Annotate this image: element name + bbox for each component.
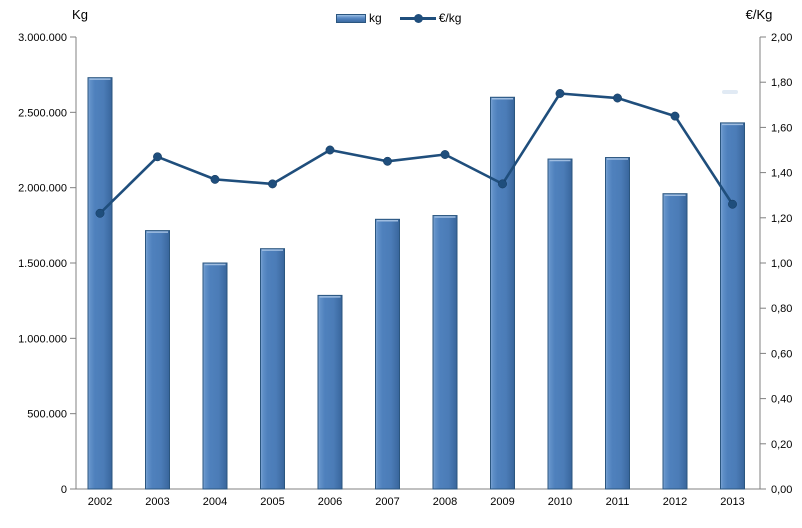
- right-axis-tick-label: 1,20: [771, 213, 792, 225]
- bar-2005: [260, 248, 285, 490]
- legend: kg €/kg: [336, 11, 461, 25]
- bar-2011: [605, 157, 630, 490]
- legend-label-kg: kg: [369, 11, 382, 25]
- right-axis-tick-label: 1,00: [771, 258, 792, 270]
- right-axis-title: €/Kg: [745, 7, 773, 22]
- right-axis-tick-label: 0,40: [771, 394, 792, 406]
- left-axis-tick-label: 0: [61, 484, 67, 496]
- line-point-2007: [383, 156, 392, 166]
- left-axis-tick-label: 1.000.000: [18, 333, 67, 345]
- x-axis-category-label: 2006: [318, 496, 342, 508]
- left-axis-tick-label: 2.000.000: [18, 183, 67, 195]
- bar-2009: [490, 96, 515, 490]
- x-axis-category-label: 2002: [88, 496, 112, 508]
- bar-2002: [87, 77, 113, 490]
- x-axis-category-label: 2008: [433, 496, 457, 508]
- right-axis-tick-label: 0,00: [771, 484, 792, 496]
- left-axis-tick-label: 1.500.000: [18, 258, 67, 270]
- x-axis-category-label: 2010: [548, 496, 572, 508]
- x-axis-category-label: 2005: [260, 496, 284, 508]
- legend-item-kg: kg: [336, 11, 382, 25]
- right-axis-tick-label: 0,60: [771, 348, 792, 360]
- bar-2004: [202, 262, 228, 490]
- x-axis-category-label: 2009: [490, 496, 514, 508]
- right-axis-tick-label: 1,80: [771, 77, 792, 89]
- line-point-2010: [555, 89, 565, 98]
- line-series-swatch-icon: [399, 13, 436, 23]
- bar-2003: [145, 230, 170, 490]
- bar-2010: [547, 158, 573, 490]
- bar-2013: [720, 122, 745, 490]
- x-axis-category-label: 2013: [720, 496, 744, 508]
- right-axis-tick-label: 2,00: [771, 32, 792, 44]
- bar-series-swatch-icon: [336, 13, 366, 23]
- line-point-2003: [153, 152, 162, 162]
- line-point-2012: [670, 111, 680, 121]
- right-axis-tick-label: 0,80: [771, 303, 792, 315]
- bar-2012: [662, 193, 688, 490]
- x-axis-category-label: 2011: [606, 496, 630, 508]
- left-axis-tick-label: 3.000.000: [18, 32, 67, 44]
- line-point-2011: [613, 93, 622, 103]
- legend-label-eur-per-kg: €/kg: [438, 11, 462, 25]
- artifact-smudge: [722, 90, 738, 94]
- bar-2007: [375, 218, 400, 490]
- x-axis-category-label: 2007: [375, 496, 399, 508]
- line-point-2013: [728, 199, 737, 209]
- bar-2006: [317, 294, 343, 490]
- line-point-2005: [268, 179, 277, 189]
- line-point-2009: [498, 179, 507, 189]
- bar-2008: [432, 215, 458, 490]
- price-line: [98, 92, 734, 215]
- left-axis-tick-label: 500.000: [27, 409, 67, 421]
- x-axis-category-label: 2004: [203, 496, 227, 508]
- x-axis-category-label: 2012: [663, 496, 687, 508]
- right-axis-tick-label: 0,20: [771, 439, 792, 451]
- x-axis-category-label: 2003: [145, 496, 169, 508]
- left-axis-title: Kg: [72, 7, 88, 22]
- line-point-2008: [440, 150, 450, 159]
- line-point-2006: [325, 145, 335, 155]
- right-axis-tick-label: 1,40: [771, 168, 792, 180]
- left-axis-tick-label: 2.500.000: [18, 107, 67, 119]
- legend-item-eur-per-kg: €/kg: [399, 11, 462, 25]
- line-point-2004: [210, 174, 220, 184]
- line-point-2002: [95, 208, 105, 218]
- right-axis-tick-label: 1,60: [771, 122, 792, 134]
